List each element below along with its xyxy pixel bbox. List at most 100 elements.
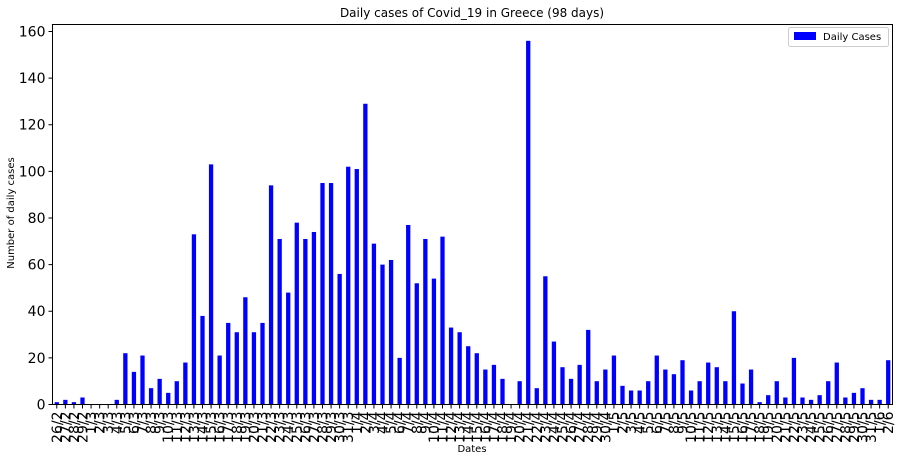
- x-tick-label: 29/2: [76, 412, 92, 443]
- bar-14-5: [723, 381, 728, 405]
- x-tick-label: 13/4: [453, 411, 469, 443]
- x-tick-label: 22/3: [264, 412, 280, 443]
- x-tick-label: 19/3: [238, 412, 254, 443]
- bar-2-4: [363, 103, 368, 405]
- x-tick-label: 15/5: [727, 412, 743, 443]
- bar-10-4: [431, 278, 437, 405]
- bar-7-5: [663, 369, 668, 405]
- bar-10-3: [166, 392, 171, 405]
- x-tick-label: 24/3: [281, 412, 297, 443]
- bar-7-3: [140, 355, 145, 405]
- x-tick-label: 7/5: [658, 412, 674, 435]
- x-tick-label: 2/5: [616, 412, 632, 435]
- x-tick-label: 28/3: [316, 412, 332, 443]
- x-tick-label: 23/5: [796, 412, 812, 443]
- bar-29-3: [328, 183, 334, 405]
- bar-28-5: [843, 397, 848, 405]
- x-tick-label: 2/3: [93, 412, 109, 435]
- bar-17-5: [748, 369, 754, 405]
- x-tick-label: 4/5: [633, 412, 649, 435]
- x-tick-label: 12/5: [701, 412, 717, 443]
- y-tick-label: 100: [19, 164, 46, 180]
- x-tick-label: 25/5: [813, 412, 829, 443]
- bar-21-3: [260, 322, 265, 405]
- x-tick-label: 17/4: [487, 411, 503, 443]
- bar-29-4: [594, 381, 599, 405]
- x-tick-label: 8/4: [410, 411, 426, 434]
- bar-24-4: [551, 341, 557, 405]
- x-tick-label: 22/4: [530, 411, 546, 443]
- x-tick-label: 16/3: [213, 412, 229, 443]
- bar-21-5: [783, 397, 788, 405]
- x-axis-label: Dates: [457, 444, 486, 455]
- y-axis-label: Number of daily cases: [6, 157, 17, 269]
- x-tick-label: 19/5: [761, 412, 777, 443]
- x-tick-label: 16/4: [478, 411, 494, 443]
- x-tick-label: 18/4: [496, 411, 512, 443]
- bar-28-3: [320, 183, 325, 405]
- x-tick-label: 12/3: [178, 412, 194, 443]
- x-tick-label: 10/3: [161, 412, 177, 443]
- bar-1-6: [877, 399, 882, 405]
- x-tick-label: 27/2: [58, 412, 74, 443]
- bar-22-5: [791, 357, 797, 405]
- bar-4-3: [114, 399, 119, 405]
- x-tick-label: 18/3: [230, 412, 246, 443]
- x-tick-label: 16/5: [736, 412, 752, 443]
- x-tick-label: 11/3: [170, 412, 186, 443]
- x-tick-label: 21/4: [521, 411, 537, 443]
- bar-5-5: [646, 381, 651, 405]
- bar-12-4: [448, 327, 454, 405]
- bar-27-2: [63, 399, 68, 405]
- x-tick-label: 19/4: [504, 411, 520, 443]
- bar-27-4: [577, 364, 582, 405]
- x-tick-label: 26/4: [564, 411, 580, 443]
- bar-15-5: [731, 311, 737, 405]
- x-tick-label: 29/3: [324, 412, 340, 443]
- y-tick-label: 40: [28, 304, 46, 320]
- x-tick-label: 17/3: [221, 412, 237, 443]
- x-tick-label: 9/4: [418, 411, 434, 434]
- x-tick-label: 21/5: [778, 412, 794, 443]
- y-tick-label: 160: [19, 24, 46, 40]
- x-tick-label: 26/3: [298, 412, 314, 443]
- bar-31-5: [868, 399, 874, 405]
- bar-1-4: [354, 169, 359, 405]
- plot-frame: [52, 24, 893, 405]
- bar-17-4: [491, 364, 497, 405]
- bar-1-5: [611, 355, 617, 405]
- x-tick-label: 13/5: [710, 412, 726, 443]
- bar-18-3: [234, 332, 239, 405]
- bar-17-3: [226, 322, 231, 405]
- bar-series-daily-cases: [54, 40, 891, 405]
- x-tick-label: 31/3: [341, 412, 357, 443]
- bar-16-3: [217, 355, 222, 405]
- x-tick-label: 29/5: [847, 412, 863, 443]
- x-tick-label: 3/4: [367, 411, 383, 434]
- x-tick-label: 2/4: [358, 411, 374, 434]
- bar-4-4: [380, 264, 385, 405]
- bar-15-3: [208, 164, 214, 405]
- x-tick-label: 25/3: [290, 412, 306, 443]
- y-tick-label: 80: [28, 211, 46, 227]
- x-tick-label: 8/5: [667, 412, 683, 435]
- bar-20-5: [774, 381, 779, 405]
- bar-24-3: [286, 292, 291, 405]
- y-tick-label: 0: [37, 398, 46, 414]
- x-tick-label: 28/5: [838, 412, 854, 443]
- x-tick-label: 7/4: [401, 411, 417, 434]
- x-tick-label: 6/5: [650, 412, 666, 435]
- x-tick-label: 11/5: [693, 412, 709, 443]
- bar-4-5: [637, 390, 642, 405]
- bar-29-5: [851, 392, 857, 405]
- bar-9-3: [157, 378, 162, 405]
- x-tick-label: 1/5: [607, 412, 623, 435]
- legend: Daily Cases: [788, 27, 889, 47]
- x-tick-label: 27/4: [573, 411, 589, 443]
- bar-3-4: [371, 243, 377, 405]
- x-tick-label: 1/3: [84, 412, 100, 435]
- y-tick-label: 60: [28, 258, 46, 274]
- bar-19-5: [766, 395, 771, 405]
- bar-12-3: [183, 362, 188, 405]
